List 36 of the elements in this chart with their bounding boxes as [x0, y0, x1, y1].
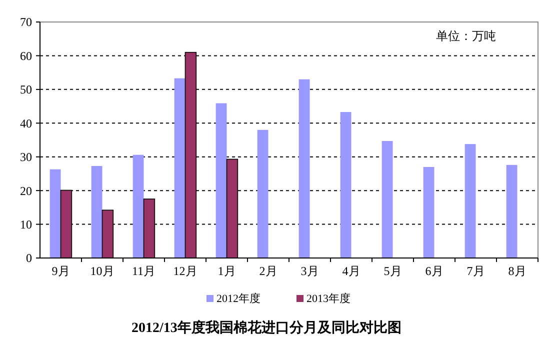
y-tick-label: 70: [20, 15, 32, 30]
x-tick-label: 5月: [384, 264, 402, 278]
x-tick-label: 6月: [425, 264, 444, 278]
bar: [298, 79, 310, 258]
x-tick-label: 3月: [300, 264, 319, 278]
legend-label: 2013年度: [306, 292, 350, 305]
x-tick-label: 8月: [508, 264, 526, 278]
bar: [132, 154, 144, 258]
y-tick-label: 0: [26, 251, 32, 266]
x-tick-label: 7月: [466, 264, 485, 278]
y-tick-label: 60: [20, 48, 32, 63]
x-tick-label: 12月: [173, 264, 198, 278]
bar: [506, 164, 518, 258]
bar: [464, 144, 476, 258]
y-tick-label: 20: [20, 184, 32, 198]
annotation: 单位：万吨: [436, 29, 496, 43]
text: 2012/13年度我国棉花进口分月及同比对比图: [132, 319, 402, 336]
x-tick-label: 10月: [90, 264, 114, 278]
y-tick-label: 40: [20, 116, 32, 130]
bar: [216, 103, 227, 258]
legend-label: 2012年度: [216, 292, 260, 305]
y-tick-label: 10: [20, 217, 32, 232]
x-tick-label: 2月: [259, 264, 278, 278]
bar: [50, 169, 61, 258]
x-tick-label: 1月: [218, 264, 236, 278]
x-tick-label: 4月: [342, 264, 360, 278]
bar: [382, 141, 393, 258]
bar: [91, 166, 102, 258]
bar: [174, 78, 186, 258]
bar: [423, 166, 434, 258]
bar: [257, 130, 268, 258]
bar: [340, 112, 352, 258]
y-tick-label: 30: [20, 150, 32, 164]
x-tick-label: 9月: [52, 264, 70, 278]
x-tick-label: 11月: [132, 264, 156, 278]
y-tick-label: 50: [20, 82, 32, 97]
